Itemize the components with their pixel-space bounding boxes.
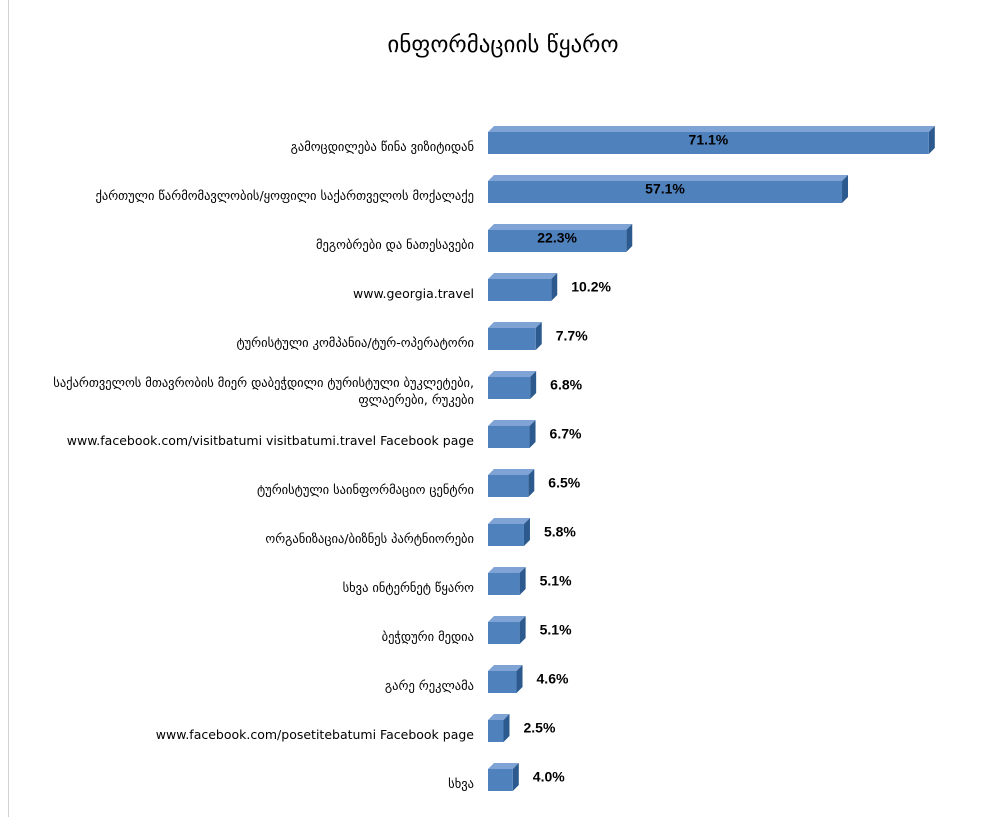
bar — [488, 763, 519, 791]
data-label: 22.3% — [537, 230, 577, 246]
bar-side — [516, 665, 523, 693]
bar — [488, 126, 935, 154]
bar-side — [503, 714, 510, 742]
bar-top — [488, 175, 849, 181]
data-label: 10.2% — [571, 279, 611, 295]
category-label: www.georgia.travel — [353, 285, 474, 301]
bar-top — [488, 714, 510, 720]
bar-top — [488, 420, 536, 426]
bar-front — [488, 328, 536, 350]
category-label: სხვა ინტერნეტ წყარო — [342, 579, 474, 595]
chart-frame — [8, 0, 1006, 817]
category-label: საქართველოს მთავრობის მიერ დაბეჭდილი ტურ… — [53, 375, 474, 407]
category-label: გარე რეკლამა — [384, 677, 474, 693]
data-label: 5.1% — [540, 573, 572, 589]
data-label: 6.7% — [550, 426, 582, 442]
bar-side — [551, 273, 558, 301]
category-label: www.facebook.com/visitbatumi visitbatumi… — [66, 432, 474, 448]
bar — [488, 518, 530, 546]
bar-front — [488, 132, 929, 154]
bar — [488, 224, 633, 252]
data-label: 6.5% — [548, 475, 580, 491]
data-label: 5.8% — [544, 524, 576, 540]
bar-side — [519, 567, 526, 595]
chart-title: ინფორმაციის წყარო — [387, 32, 619, 58]
bar-top — [488, 665, 523, 671]
bar-front — [488, 426, 530, 448]
bar-side — [626, 224, 633, 252]
bar-side — [842, 175, 849, 203]
category-label: ტურისტული საინფორმაციო ცენტრი — [257, 481, 474, 497]
bar — [488, 714, 510, 742]
bar-front — [488, 279, 552, 301]
bar — [488, 420, 536, 448]
bar-front — [488, 230, 627, 252]
data-label: 6.8% — [550, 377, 582, 393]
bar-top — [488, 469, 535, 475]
bar-front — [488, 671, 517, 693]
bar-side — [519, 616, 526, 644]
bar-front — [488, 524, 524, 546]
category-label: ტურისტული კომპანია/ტურ-ოპერატორი — [236, 334, 474, 350]
data-label: 5.1% — [540, 622, 572, 638]
bar-top — [488, 273, 558, 279]
bar-side — [529, 420, 536, 448]
bar-front — [488, 622, 520, 644]
bar-side — [523, 518, 530, 546]
bar-top — [488, 224, 633, 230]
bar-side — [512, 763, 519, 791]
category-label: www.facebook.com/posetitebatumi Facebook… — [155, 726, 474, 742]
category-label: სხვა — [448, 775, 474, 791]
category-label: ბეჭდური მედია — [381, 628, 474, 644]
category-label: ორგანიზაცია/ბიზნეს პარტნიორები — [265, 530, 474, 546]
bar-top — [488, 763, 519, 769]
bar — [488, 469, 535, 497]
category-label: მეგობრები და ნათესავები — [315, 236, 474, 252]
bar-top — [488, 616, 526, 622]
bar-side — [928, 126, 935, 154]
bar — [488, 616, 526, 644]
bar-top — [488, 518, 530, 524]
bar-top — [488, 371, 537, 377]
data-label: 4.0% — [533, 769, 565, 785]
data-label: 2.5% — [524, 720, 556, 736]
category-label: ქართული წარმომავლობის/ყოფილი საქართველოს… — [95, 187, 474, 203]
bar-front — [488, 573, 520, 595]
bar-front — [488, 181, 843, 203]
data-label: 4.6% — [537, 671, 569, 687]
bar-front — [488, 720, 504, 742]
bar-front — [488, 475, 529, 497]
bar-top — [488, 322, 542, 328]
data-label: 71.1% — [689, 132, 729, 148]
bar — [488, 175, 849, 203]
bar-front — [488, 769, 513, 791]
bar — [488, 273, 558, 301]
data-label: 7.7% — [556, 328, 588, 344]
bar-side — [535, 322, 542, 350]
bar-side — [528, 469, 535, 497]
bar-top — [488, 567, 526, 573]
bar-side — [530, 371, 537, 399]
bar — [488, 567, 526, 595]
category-label: გამოცდილება წინა ვიზიტიდან — [290, 138, 474, 154]
bar-front — [488, 377, 531, 399]
data-label: 57.1% — [645, 181, 685, 197]
bar — [488, 665, 523, 693]
bar — [488, 322, 542, 350]
bar — [488, 371, 537, 399]
bar-top — [488, 126, 935, 132]
